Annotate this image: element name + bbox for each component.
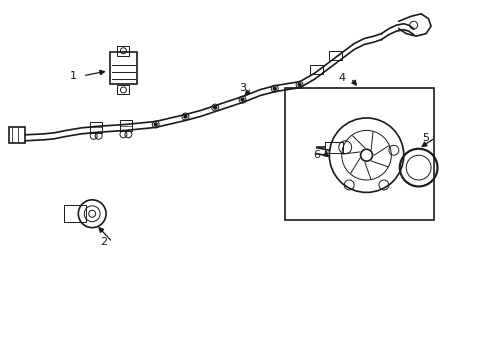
- Bar: [64, 205, 86, 222]
- Bar: [117, 46, 129, 56]
- Bar: [9, 127, 25, 143]
- Text: 1: 1: [70, 71, 77, 81]
- Bar: [117, 85, 129, 94]
- Circle shape: [241, 98, 244, 101]
- Bar: [110, 52, 137, 85]
- Bar: [120, 121, 132, 131]
- Bar: [90, 122, 102, 133]
- Circle shape: [273, 87, 276, 90]
- Bar: [284, 88, 433, 220]
- Bar: [325, 142, 343, 153]
- Bar: [328, 51, 341, 60]
- Bar: [310, 65, 323, 74]
- Text: 3: 3: [239, 83, 245, 93]
- Circle shape: [298, 83, 301, 86]
- Text: 5: 5: [422, 133, 429, 143]
- Text: 6: 6: [313, 150, 320, 160]
- Circle shape: [154, 123, 157, 126]
- Text: 2: 2: [100, 237, 107, 247]
- Circle shape: [183, 115, 186, 118]
- Text: 4: 4: [338, 73, 345, 83]
- Circle shape: [213, 106, 216, 109]
